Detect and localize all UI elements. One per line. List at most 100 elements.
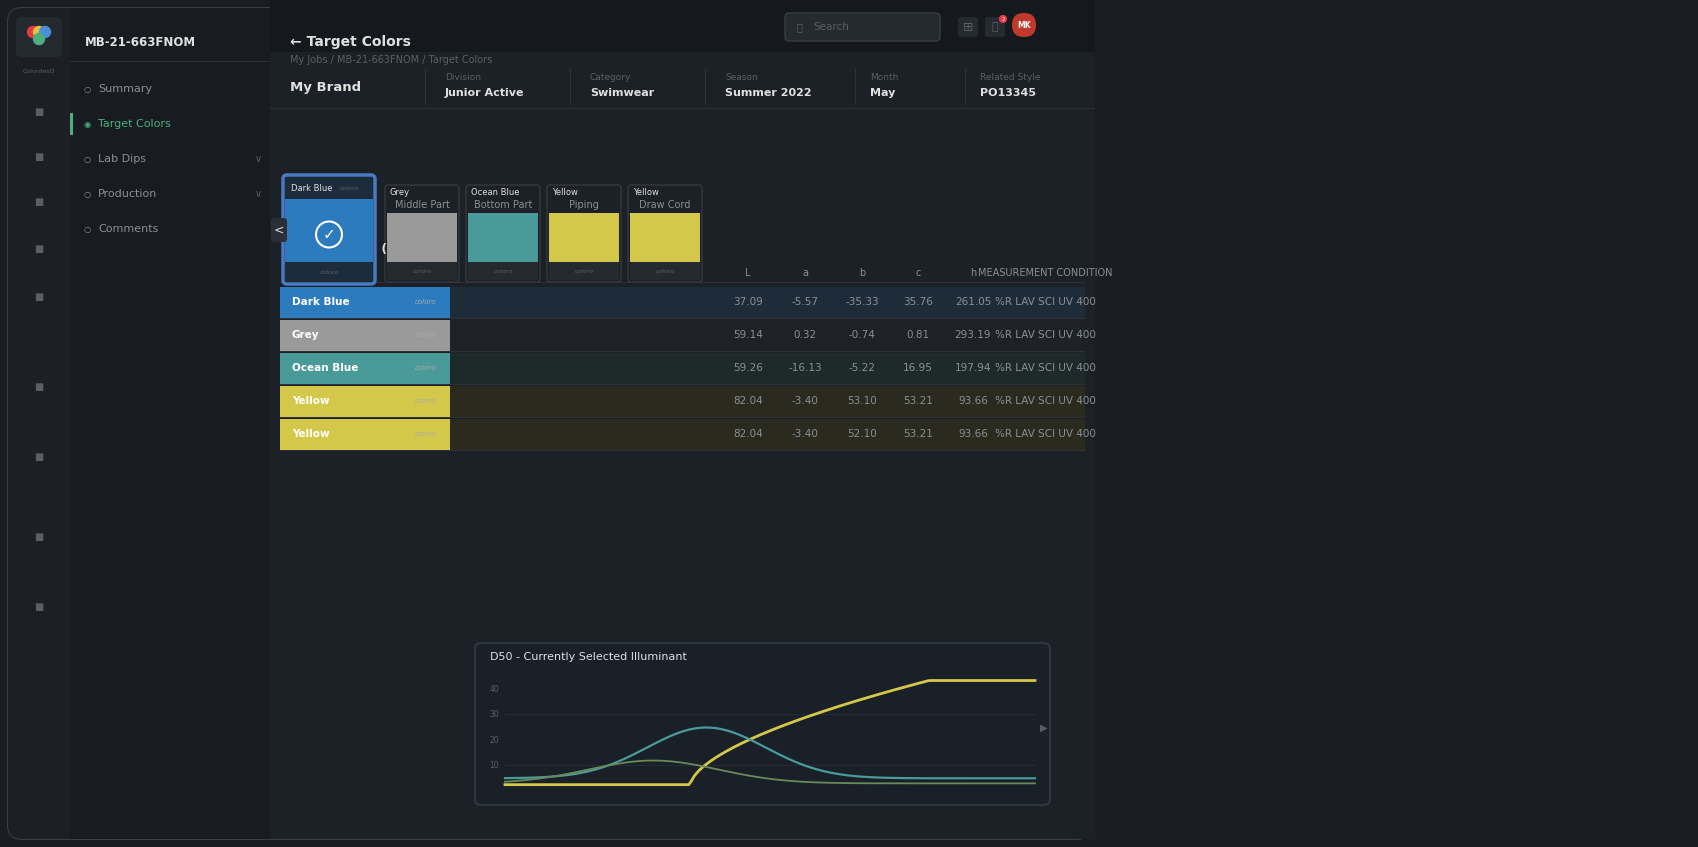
Text: ∨: ∨ [255, 154, 261, 164]
Text: Production: Production [98, 189, 158, 199]
Bar [280, 287, 450, 318]
FancyBboxPatch shape [1012, 13, 1036, 37]
FancyBboxPatch shape [8, 8, 70, 839]
Text: Yellow: Yellow [292, 429, 329, 439]
Text: MEASUREMENT CONDITION: MEASUREMENT CONDITION [976, 268, 1112, 278]
Bar [280, 320, 1085, 351]
Text: 59.14: 59.14 [732, 329, 762, 340]
Text: Comments: Comments [98, 224, 158, 234]
Text: ■: ■ [34, 107, 44, 117]
Text: Piping: Piping [569, 200, 599, 210]
Text: MK: MK [1017, 20, 1031, 30]
FancyBboxPatch shape [15, 17, 61, 57]
Text: Lab Dips: Lab Dips [98, 154, 146, 164]
Text: 82.04: 82.04 [734, 429, 762, 439]
Text: L: L [745, 268, 751, 278]
Text: 🔔: 🔔 [992, 22, 998, 32]
Text: ■: ■ [34, 382, 44, 392]
Text: 16.95: 16.95 [903, 363, 932, 373]
Text: Ocean Blue: Ocean Blue [470, 187, 520, 197]
Text: ■: ■ [34, 197, 44, 207]
Text: 37.09: 37.09 [734, 296, 762, 307]
Text: <: < [273, 224, 284, 236]
Bar [280, 353, 1085, 384]
Text: %R LAV SCI UV 400: %R LAV SCI UV 400 [993, 363, 1095, 373]
Text: Grey: Grey [292, 329, 319, 340]
Text: a: a [801, 268, 808, 278]
Text: D50 - Currently Selected Illuminant: D50 - Currently Selected Illuminant [489, 652, 686, 662]
Text: 30: 30 [489, 711, 499, 719]
Text: -5.22: -5.22 [847, 363, 874, 373]
FancyBboxPatch shape [958, 17, 978, 37]
Text: coloro: coloro [319, 269, 338, 274]
FancyBboxPatch shape [985, 17, 1005, 37]
Text: coloro: coloro [340, 185, 360, 191]
Text: ■: ■ [34, 152, 44, 162]
Text: coloro: coloro [414, 430, 436, 436]
Text: Yellow: Yellow [552, 187, 577, 197]
Text: Dark Blue: Dark Blue [292, 296, 350, 307]
Text: c: c [915, 268, 920, 278]
Text: Dark Blue: Dark Blue [290, 184, 333, 192]
Text: Top Part: Top Part [309, 200, 348, 210]
Text: Middle Part: Middle Part [394, 200, 450, 210]
Bar [467, 262, 538, 280]
Bar [70, 8, 270, 839]
Bar [387, 262, 457, 280]
FancyBboxPatch shape [475, 643, 1049, 805]
FancyBboxPatch shape [8, 8, 1090, 839]
Text: ■: ■ [34, 602, 44, 612]
Text: Swimwear: Swimwear [589, 88, 654, 98]
Text: ■: ■ [34, 532, 44, 542]
Text: ○: ○ [83, 85, 92, 93]
Text: ○: ○ [83, 190, 92, 198]
Text: -35.33: -35.33 [844, 296, 878, 307]
Text: Season: Season [725, 73, 757, 81]
Text: 93.66: 93.66 [958, 429, 987, 439]
Text: -0.74: -0.74 [847, 329, 874, 340]
Text: ○: ○ [83, 224, 92, 234]
Text: ✓: ✓ [323, 227, 335, 242]
Text: 53.21: 53.21 [903, 429, 932, 439]
Bar [270, 0, 1094, 52]
Text: b: b [859, 268, 864, 278]
Text: Target Colors: Target Colors [98, 119, 171, 129]
Bar [467, 213, 538, 262]
Text: ■: ■ [34, 452, 44, 462]
Text: 59.26: 59.26 [732, 363, 762, 373]
Bar [280, 384, 1085, 385]
Text: Ocean Blue: Ocean Blue [292, 363, 358, 373]
Text: ■: ■ [34, 292, 44, 302]
Bar [70, 113, 73, 135]
Text: ○: ○ [83, 154, 92, 163]
Bar [70, 61, 270, 62]
Bar [39, 8, 70, 839]
Bar [548, 213, 618, 262]
Text: Grey: Grey [391, 187, 409, 197]
Text: coloro: coloro [414, 331, 436, 337]
Text: ← Target Colors: ← Target Colors [290, 35, 411, 49]
Text: May: May [869, 88, 895, 98]
Bar [280, 282, 1085, 283]
Bar [280, 417, 1085, 418]
FancyBboxPatch shape [547, 185, 621, 282]
Text: -3.40: -3.40 [791, 396, 818, 406]
Text: 0.81: 0.81 [907, 329, 929, 340]
Text: coloro: coloro [414, 364, 436, 370]
Text: Yellow: Yellow [633, 187, 659, 197]
Circle shape [27, 26, 39, 37]
Text: ◉: ◉ [83, 119, 92, 129]
Bar [280, 287, 1085, 318]
Text: 197.94: 197.94 [954, 363, 990, 373]
Text: 🔍: 🔍 [796, 22, 803, 32]
Text: coloro: coloro [492, 268, 513, 274]
Text: Month: Month [869, 73, 898, 81]
Bar [630, 213, 700, 262]
Text: Summer 2022: Summer 2022 [725, 88, 812, 98]
Text: 2: 2 [1000, 16, 1004, 21]
Text: 10: 10 [489, 761, 499, 770]
Text: 40: 40 [489, 685, 499, 694]
Text: 35.76: 35.76 [903, 296, 932, 307]
Text: Draw Cord: Draw Cord [638, 200, 691, 210]
Bar [280, 419, 450, 450]
